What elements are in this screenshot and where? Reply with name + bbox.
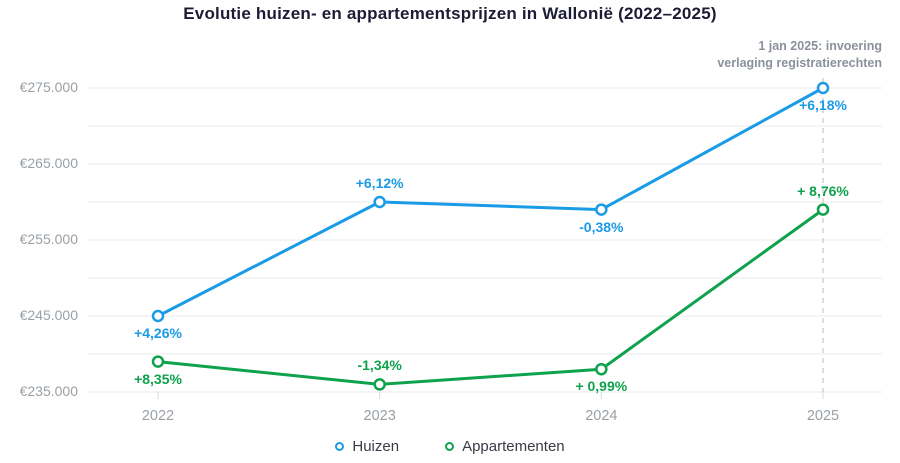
point-label-appartementen-2023: -1,34% xyxy=(357,357,402,374)
series-line-huizen xyxy=(156,86,825,318)
x-axis-tick-label: 2025 xyxy=(806,408,840,424)
y-axis-tick-label: €245.000 xyxy=(19,307,78,323)
legend-marker-huizen xyxy=(335,442,345,451)
x-axis-tick-label: 2023 xyxy=(363,408,396,424)
data-point-huizen-2024 xyxy=(595,203,608,216)
point-label-huizen-2024: -0,38% xyxy=(579,218,624,235)
x-axis-tick-label: 2024 xyxy=(585,408,618,424)
data-point-appartementen-2022 xyxy=(151,355,165,368)
data-point-huizen-2022 xyxy=(151,309,165,323)
event-annotation-line1: 1 jan 2025: invoering xyxy=(758,39,882,53)
legend-label: Huizen xyxy=(352,438,400,455)
y-axis-tick-label: €265.000 xyxy=(19,155,78,171)
event-annotation-line2: verlaging registratierechten xyxy=(717,56,882,70)
legend-item-appartementen[interactable]: Appartementen xyxy=(445,438,565,455)
legend-item-huizen[interactable]: Huizen xyxy=(335,438,399,455)
data-point-appartementen-2025 xyxy=(816,203,830,216)
point-label-appartementen-2025: + 8,76% xyxy=(797,182,849,199)
chart-legend: Huizen Appartementen xyxy=(0,438,900,455)
legend-marker-appartementen xyxy=(445,442,455,451)
data-point-appartementen-2024 xyxy=(595,362,608,376)
data-point-huizen-2023 xyxy=(373,195,386,209)
series-line-appartementen xyxy=(156,208,825,386)
y-axis-tick-label: €275.000 xyxy=(19,79,78,95)
point-label-huizen-2022: +4,26% xyxy=(134,325,182,341)
point-label-huizen-2025: +6,18% xyxy=(799,97,847,113)
point-label-appartementen-2022: +8,35% xyxy=(134,370,182,387)
data-point-appartementen-2023 xyxy=(373,378,386,391)
x-axis-tick-label: 2022 xyxy=(141,408,175,424)
chart-title: Evolutie huizen- en appartementsprijzen … xyxy=(183,4,717,23)
event-annotation: 1 jan 2025: invoering verlaging registra… xyxy=(717,38,882,72)
point-label-huizen-2023: +6,12% xyxy=(355,175,404,191)
legend-label: Appartementen xyxy=(462,438,565,455)
point-label-appartementen-2024: + 0,99% xyxy=(575,378,628,395)
data-point-huizen-2025 xyxy=(816,81,830,95)
y-axis-tick-label: €235.000 xyxy=(19,383,78,399)
y-axis-tick-label: €255.000 xyxy=(19,231,78,247)
